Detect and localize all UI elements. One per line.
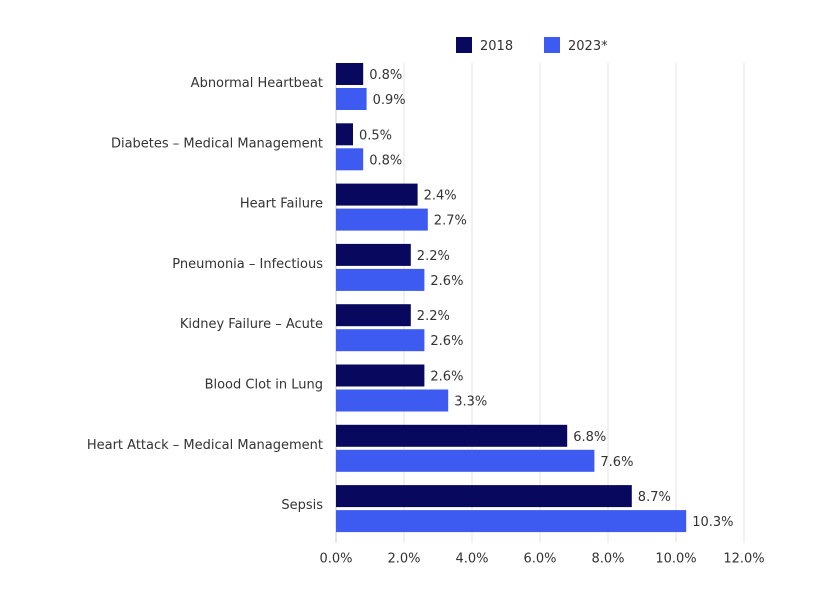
data-label: 8.7% (638, 490, 671, 505)
legend-label-2018[interactable]: 2018 (480, 39, 513, 54)
bar-heart-failure-2023 (336, 208, 428, 231)
legend: 2018 2023* (456, 37, 608, 54)
data-label: 2.2% (417, 309, 450, 324)
bar-diabetes-medical-management-2018 (336, 123, 353, 146)
x-tick-label: 8.0% (591, 551, 624, 566)
bar-pneumonia-infectious-2018 (336, 243, 411, 266)
data-label: 2.4% (424, 189, 457, 204)
x-tick-label: 10.0% (655, 551, 696, 566)
legend-swatch-2018[interactable] (456, 37, 472, 53)
category-labels: Abnormal Heartbeat Diabetes – Medical Man… (87, 76, 323, 513)
bar-diabetes-medical-management-2023 (336, 148, 364, 171)
bar-sepsis-2018 (336, 485, 632, 508)
bars (336, 63, 687, 533)
data-label: 3.3% (454, 395, 487, 410)
x-axis-ticks: 0.0% 2.0% 4.0% 6.0% 8.0% 10.0% 12.0% (319, 551, 764, 566)
data-label: 10.3% (692, 515, 733, 530)
data-label: 0.9% (373, 93, 406, 108)
category-label: Blood Clot in Lung (205, 378, 323, 393)
data-label: 2.6% (430, 274, 463, 289)
bar-blood-clot-in-lung-2018 (336, 364, 425, 387)
x-tick-label: 6.0% (523, 551, 556, 566)
category-label: Heart Attack – Medical Management (87, 438, 323, 453)
bar-sepsis-2023 (336, 510, 687, 533)
data-label: 2.6% (430, 334, 463, 349)
category-label: Abnormal Heartbeat (191, 76, 323, 91)
data-label: 0.5% (359, 128, 392, 143)
bar-pneumonia-infectious-2023 (336, 268, 425, 291)
category-label: Diabetes – Medical Management (111, 136, 323, 151)
data-label: 0.8% (369, 68, 402, 83)
x-tick-label: 0.0% (319, 551, 352, 566)
bar-abnormal-heartbeat-2023 (336, 88, 367, 110)
data-label: 2.2% (417, 249, 450, 264)
data-labels: 0.8% 0.9% 0.5% 0.8% 2.4% 2.7% 2.2% 2.6% 2.2% 2.6%… (359, 68, 734, 530)
x-tick-label: 12.0% (723, 551, 764, 566)
legend-label-2023[interactable]: 2023* (568, 39, 608, 54)
data-label: 6.8% (573, 430, 606, 445)
bar-blood-clot-in-lung-2023 (336, 389, 449, 412)
data-label: 0.8% (369, 153, 402, 168)
bar-kidney-failure-acute-2018 (336, 304, 411, 327)
data-label: 7.6% (600, 455, 633, 470)
bar-heart-attack-medical-management-2018 (336, 424, 568, 447)
category-label: Kidney Failure – Acute (180, 317, 323, 332)
data-label: 2.6% (430, 370, 463, 385)
x-tick-label: 2.0% (387, 551, 420, 566)
bar-kidney-failure-acute-2023 (336, 329, 425, 352)
data-label: 2.7% (434, 214, 467, 229)
category-label: Pneumonia – Infectious (172, 257, 323, 272)
legend-swatch-2023[interactable] (544, 37, 560, 53)
category-label: Heart Failure (240, 197, 323, 212)
x-tick-label: 4.0% (455, 551, 488, 566)
category-label: Sepsis (281, 498, 323, 513)
bar-heart-attack-medical-management-2023 (336, 449, 595, 472)
bar-abnormal-heartbeat-2018 (336, 63, 364, 85)
bar-heart-failure-2018 (336, 183, 418, 206)
